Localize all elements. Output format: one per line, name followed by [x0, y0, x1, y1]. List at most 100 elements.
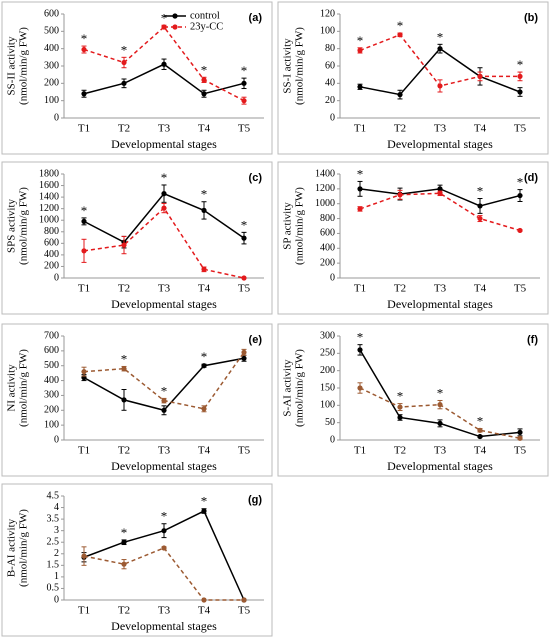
point [437, 402, 443, 408]
point [241, 349, 247, 355]
x-tick-label: T1 [354, 283, 366, 295]
y-tick-label: 300 [44, 390, 59, 401]
x-axis-label: Developmental stages [387, 297, 493, 311]
series-line [359, 192, 521, 232]
x-tick-label: T4 [198, 283, 211, 295]
point [357, 47, 363, 54]
point [437, 420, 443, 426]
y-tick-label: 200 [320, 365, 335, 376]
y-tick-label: 100 [44, 419, 59, 430]
x-axis-label: Developmental stages [111, 459, 217, 473]
y-tick-label: 300 [44, 60, 59, 71]
x-axis-label: Developmental stages [387, 137, 493, 151]
significance-mark: * [517, 175, 524, 190]
y-tick-label: 1400 [39, 191, 59, 202]
significance-mark: * [357, 33, 364, 48]
point [121, 59, 127, 66]
point [121, 561, 127, 567]
series-line [83, 547, 244, 601]
x-tick-label: T3 [158, 605, 171, 617]
x-tick-label: T5 [238, 283, 251, 295]
x-tick-label: T5 [238, 445, 251, 457]
y-tick-label: 50 [325, 417, 335, 428]
significance-mark: * [161, 383, 168, 398]
y-tick-label: 400 [44, 375, 59, 386]
point [161, 398, 167, 404]
point [161, 61, 167, 67]
point [477, 215, 483, 222]
point [121, 366, 127, 372]
point [477, 427, 483, 433]
y-tick-label: 200 [44, 261, 59, 272]
significance-mark: * [201, 494, 208, 509]
y-tick-label: 1000 [39, 215, 59, 226]
point [357, 385, 363, 391]
y-axis-label: NI activity [6, 364, 18, 412]
panel-frame [277, 323, 549, 477]
point [81, 553, 87, 559]
x-tick-label: T3 [434, 283, 447, 295]
panel-label: (b) [524, 12, 538, 24]
point [121, 80, 127, 86]
y-tick-label: 250 [320, 348, 335, 359]
point [397, 92, 403, 98]
y-axis-label: SP activity [282, 202, 294, 250]
point [437, 190, 443, 196]
significance-mark: * [397, 389, 404, 404]
y-axis-label: B-AI activity [6, 518, 18, 577]
y-tick-label: 1000 [315, 198, 335, 209]
point [357, 347, 363, 353]
y-tick-label: 1200 [315, 183, 335, 194]
y-tick-label: 600 [320, 228, 335, 239]
point [201, 363, 207, 369]
y-axis-label: S-AI activity [282, 359, 294, 417]
x-tick-label: T3 [158, 445, 171, 457]
y-axis-label: (nmol/min/g FW) [18, 349, 30, 427]
y-tick-label: 0 [54, 272, 59, 283]
x-axis-label: Developmental stages [111, 297, 217, 311]
panel-label: (a) [249, 12, 263, 24]
y-tick-label: 60 [325, 60, 335, 71]
x-tick-label: T4 [198, 123, 211, 135]
y-tick-label: 800 [44, 226, 59, 237]
significance-mark: * [201, 349, 208, 364]
point [81, 369, 87, 375]
significance-mark: * [357, 330, 364, 345]
y-axis-label: SS-I activity [282, 38, 294, 94]
point [81, 91, 87, 97]
x-tick-label: T5 [514, 283, 527, 295]
point [437, 83, 443, 89]
y-tick-label: 300 [320, 330, 335, 341]
y-tick-label: 1.5 [47, 560, 60, 571]
x-tick-label: T4 [474, 123, 487, 135]
y-tick-label: 100 [320, 26, 335, 37]
x-tick-label: T2 [118, 123, 130, 135]
point [397, 32, 403, 38]
panel-label: (e) [249, 334, 263, 346]
panel-frame [277, 161, 549, 315]
x-axis-label: Developmental stages [111, 619, 217, 633]
significance-mark: * [201, 187, 208, 202]
point [201, 508, 207, 514]
x-axis-label: Developmental stages [387, 459, 493, 473]
panel-frame [1, 323, 273, 477]
y-tick-label: 500 [44, 26, 59, 37]
point [397, 414, 403, 421]
point [201, 406, 207, 412]
legend-label: control [190, 10, 220, 21]
point [241, 80, 247, 86]
x-tick-label: T3 [434, 123, 447, 135]
significance-mark: * [81, 31, 88, 46]
point [477, 203, 483, 209]
significance-mark: * [161, 170, 168, 185]
point [477, 73, 483, 79]
point [437, 186, 443, 192]
x-axis-label: Developmental stages [111, 137, 217, 151]
point [477, 433, 483, 440]
significance-mark: * [121, 525, 128, 540]
point [357, 84, 363, 90]
significance-mark: * [397, 18, 404, 33]
panel-frame [277, 1, 549, 155]
y-tick-label: 600 [44, 238, 59, 249]
